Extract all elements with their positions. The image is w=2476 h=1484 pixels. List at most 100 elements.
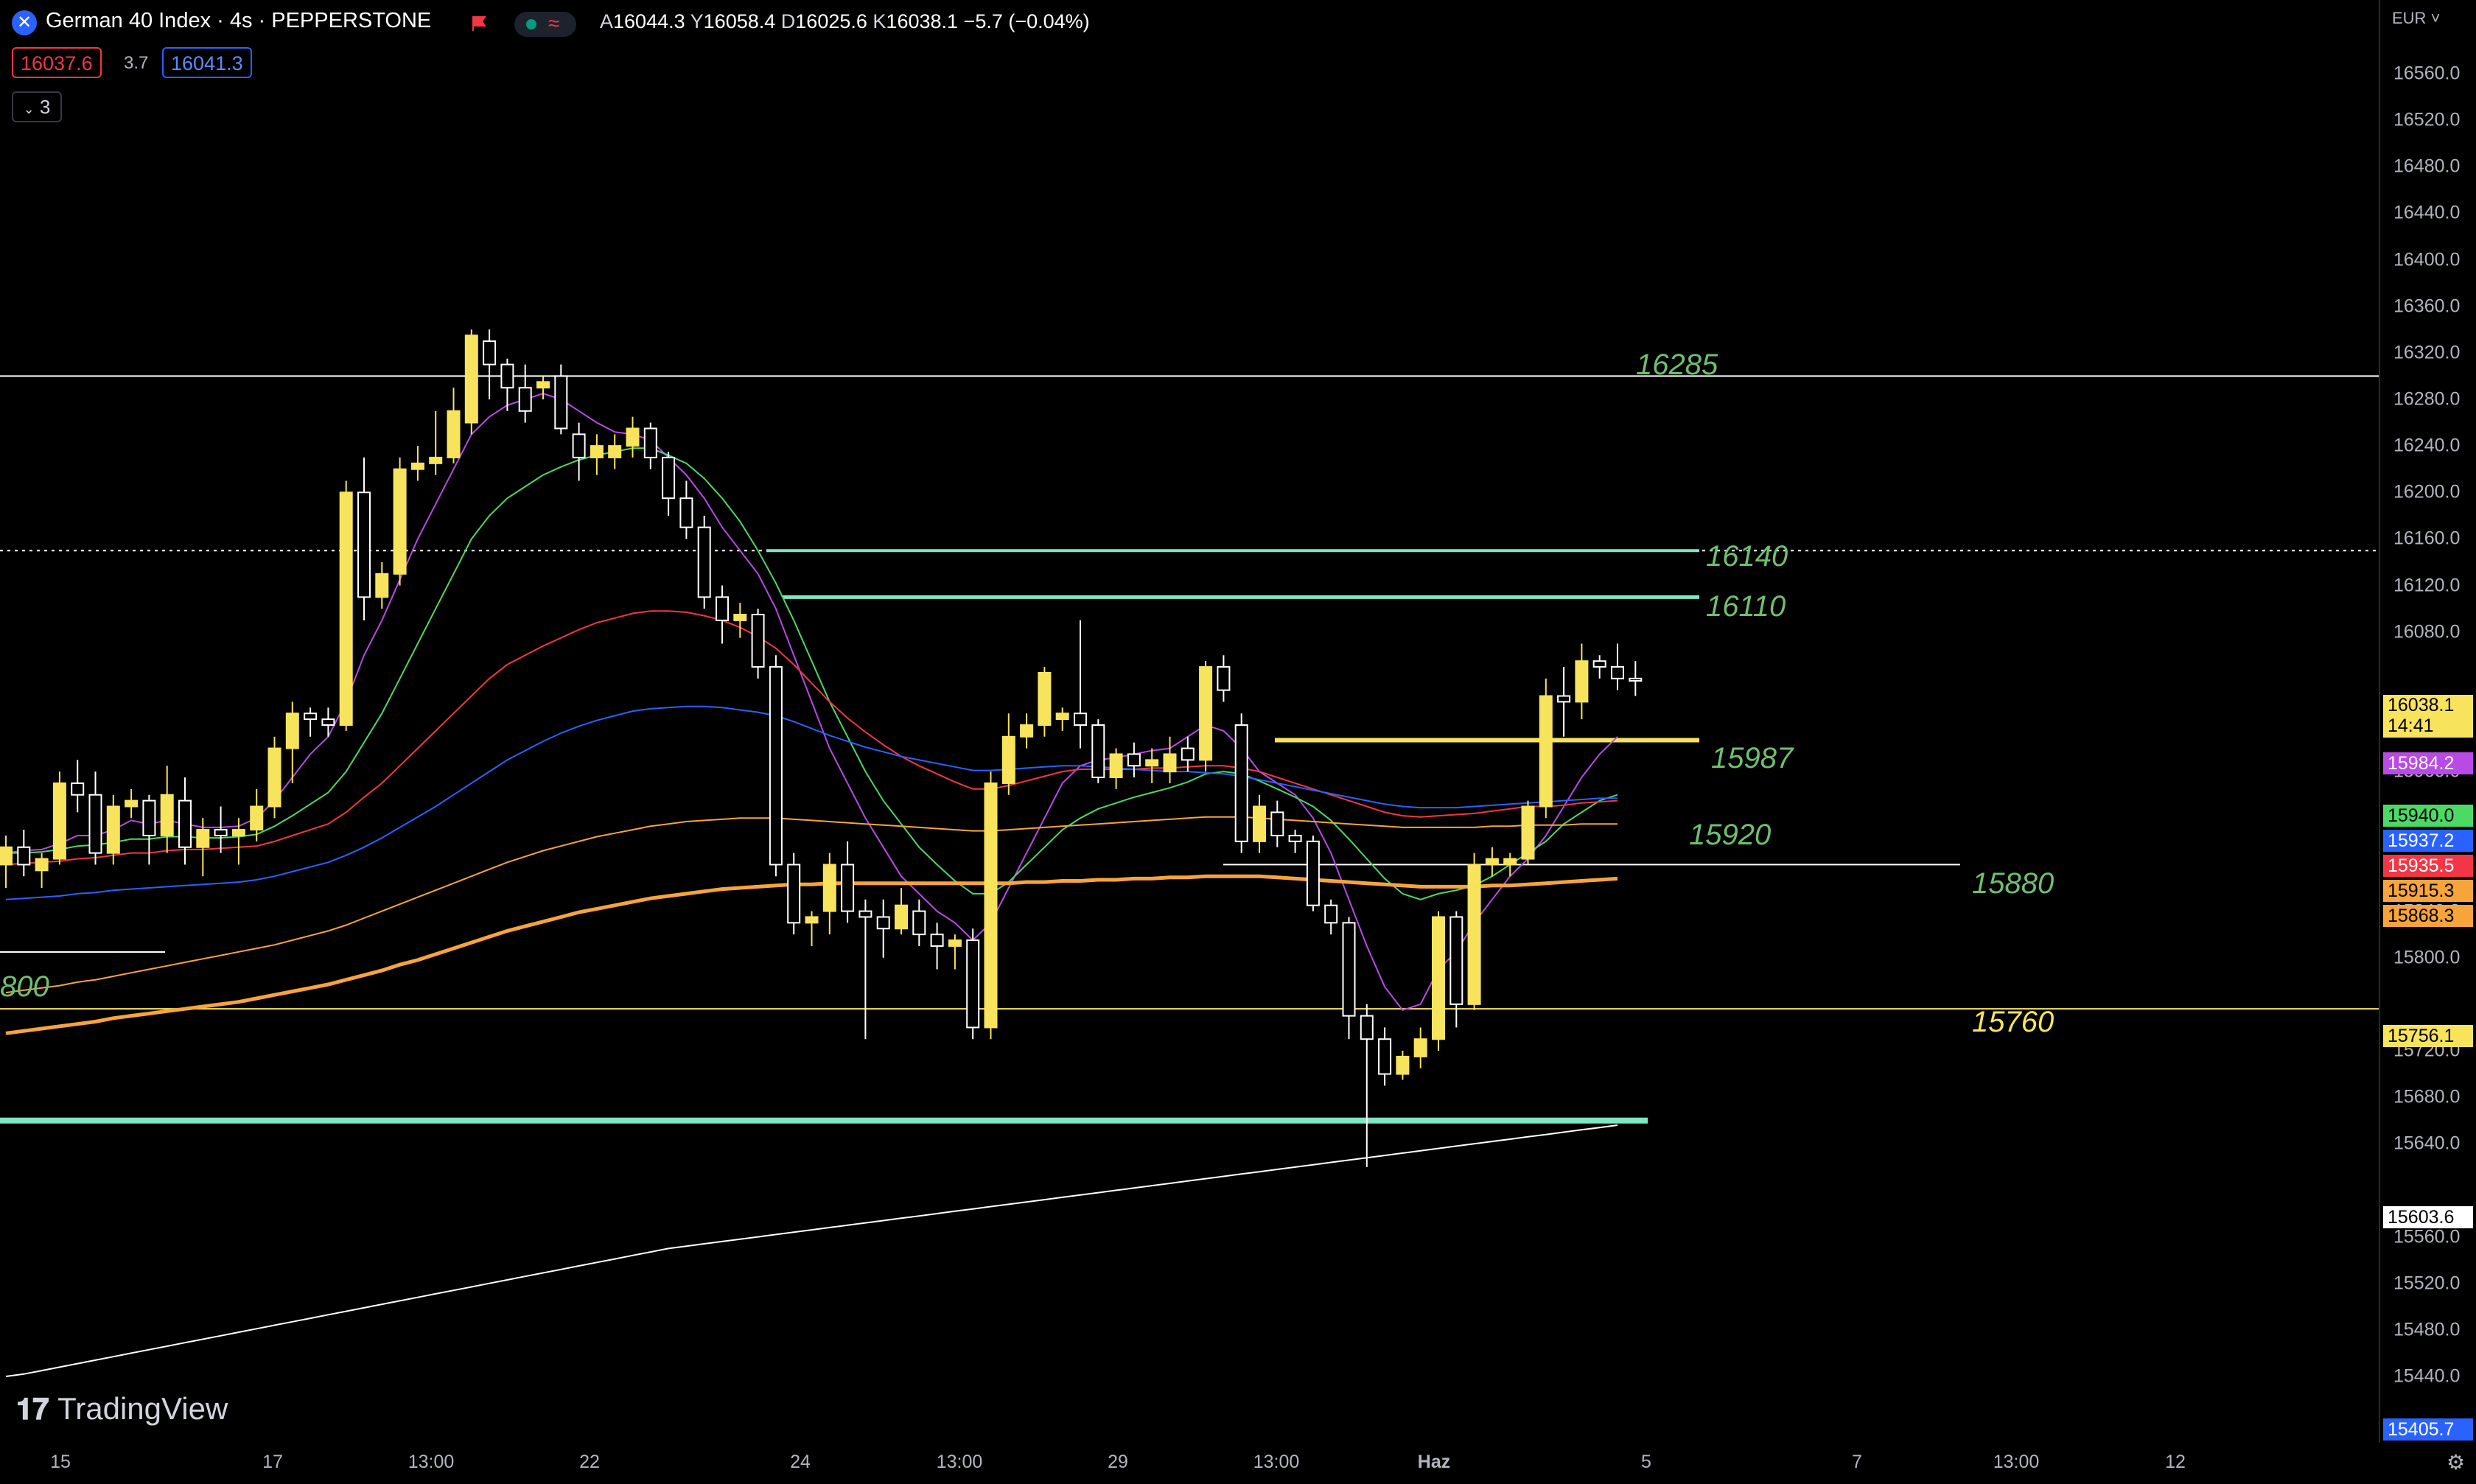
price-tag: 15937.2 [2383, 830, 2473, 852]
candle-body [71, 782, 85, 796]
level-label: 16140 [1706, 540, 1788, 573]
candle-body [769, 666, 783, 866]
level-label: 800 [0, 970, 49, 1003]
time-tick-label: 13:00 [1253, 1452, 1300, 1472]
candle-body [858, 910, 872, 918]
candle-body [1181, 747, 1195, 761]
candle-body [912, 910, 926, 936]
spread-value: 3.7 [124, 53, 149, 73]
candle-body [447, 410, 461, 458]
candle-body [1485, 858, 1499, 866]
level-label: 16110 [1706, 590, 1786, 623]
price-tick-label: 15560.0 [2393, 1226, 2461, 1247]
time-tick-label: 13:00 [1993, 1452, 2040, 1472]
candle-body [1145, 759, 1159, 767]
symbol-title[interactable]: German 40 Index · 4s · PEPPERSTONE [46, 9, 432, 32]
ohlc-readout: A16044.3 Y16058.4 D16025.6 K16038.1 −5.7… [600, 10, 1090, 32]
flag-icon[interactable] [470, 15, 488, 32]
time-tick-label: 13:00 [936, 1452, 983, 1472]
candle-body [304, 713, 318, 721]
candle-body [697, 526, 711, 598]
candle-body [1055, 713, 1069, 721]
candle-body [125, 799, 139, 808]
currency-selector[interactable]: EUR ˅ [2392, 9, 2441, 27]
level-label: 16285 [1636, 349, 1718, 381]
candle-body [464, 335, 478, 424]
price-tick-label: 15640.0 [2393, 1133, 2461, 1154]
ask-price-button[interactable]: 16041.3 [162, 47, 252, 78]
candle-body [52, 782, 66, 860]
price-tick-label: 16320.0 [2393, 342, 2461, 363]
candle-body [483, 340, 497, 365]
candle-body [1557, 695, 1571, 703]
settings-icon[interactable]: ⚙ [2447, 1451, 2466, 1474]
price-tag: 15603.6 [2383, 1206, 2473, 1228]
candle-body [895, 904, 908, 930]
level-label: 15760 [1972, 1006, 2054, 1038]
candle-body [626, 427, 640, 447]
candle-body [1467, 864, 1481, 1005]
chevron-down-icon: ˅ [2426, 9, 2441, 27]
candle-body [1521, 805, 1535, 860]
price-tag: 15935.5 [2383, 855, 2473, 877]
price-tag: 15405.7 [2383, 1418, 2473, 1441]
candle-body [1396, 1055, 1410, 1075]
ohlc-y: 16058.4 [703, 10, 776, 32]
ohlc-change: −5.7 (−0.04%) [963, 10, 1090, 32]
candle-body [1360, 1015, 1374, 1040]
bid-price-button[interactable]: 16037.6 [12, 47, 102, 78]
candle-body [1342, 922, 1356, 1017]
candle-body [662, 456, 676, 500]
price-tick-label: 16200.0 [2393, 481, 2461, 503]
time-tick-label: 29 [1108, 1452, 1128, 1472]
time-tick-label: 5 [1641, 1452, 1651, 1472]
price-tick-label: 16280.0 [2393, 388, 2461, 410]
candle-body [805, 916, 819, 924]
indicators-toggle-button[interactable]: ⌄ 3 [12, 91, 62, 122]
price-tag: 15984.2 [2383, 752, 2473, 774]
candle-body [590, 445, 604, 458]
candle-body [500, 363, 514, 389]
price-tick-label: 16160.0 [2393, 528, 2461, 549]
price-tick-label: 16360.0 [2393, 295, 2461, 317]
ohlc-d: 16025.6 [795, 10, 867, 32]
price-tag: 16038.1 14:41 [2383, 695, 2473, 738]
price-tick-label: 16480.0 [2393, 155, 2461, 177]
candle-body [930, 934, 944, 947]
market-status-pill[interactable]: ≈ [514, 12, 576, 37]
candle-body [410, 462, 424, 470]
candle-body [0, 846, 13, 866]
time-tick-label: 12 [2165, 1452, 2186, 1472]
candle-body [17, 846, 31, 866]
price-tag: 15915.3 [2383, 880, 2473, 902]
candle-body [214, 829, 228, 836]
time-tick-label: 15 [50, 1452, 71, 1472]
price-tag: 15756.1 [2383, 1025, 2473, 1047]
time-tick-label: 24 [790, 1452, 811, 1472]
axis-settings-corner[interactable]: ⚙ [2379, 1443, 2476, 1484]
time-axis[interactable]: 15 17 13:00 22 24 13:00 29 13:00 Haz 5 7 13:00 12 [0, 1443, 2379, 1484]
price-tick-label: 15440.0 [2393, 1365, 2461, 1387]
candle-body [716, 596, 729, 621]
time-tick-label: 22 [579, 1452, 600, 1472]
candle-body [1539, 695, 1553, 808]
candle-body [231, 829, 245, 836]
candle-body [285, 713, 299, 749]
candle-body [160, 794, 174, 836]
candle-body [1611, 666, 1624, 679]
tradingview-watermark: 𝟏𝟕 TradingView [16, 1391, 228, 1426]
moving-average-line [6, 447, 1618, 900]
price-axis[interactable]: EUR ˅ 16560.0 16520.0 16480.0 16440.0 16400.… [2379, 0, 2476, 1443]
candle-body [196, 829, 210, 848]
candle-body [1217, 666, 1231, 691]
candle-body [1449, 916, 1463, 1005]
wave-icon: ≈ [548, 12, 560, 35]
price-tick-label: 15480.0 [2393, 1319, 2461, 1340]
moving-average-line [5, 816, 1618, 994]
candle-body [267, 747, 281, 808]
candle-body [106, 805, 120, 854]
candle-body [608, 445, 622, 458]
chevron-down-icon: ⌄ [23, 102, 35, 116]
candle-body [178, 799, 192, 848]
price-chart[interactable]: 16285 16140 16110 15987 15920 15880 15760 800 [0, 0, 2379, 1443]
